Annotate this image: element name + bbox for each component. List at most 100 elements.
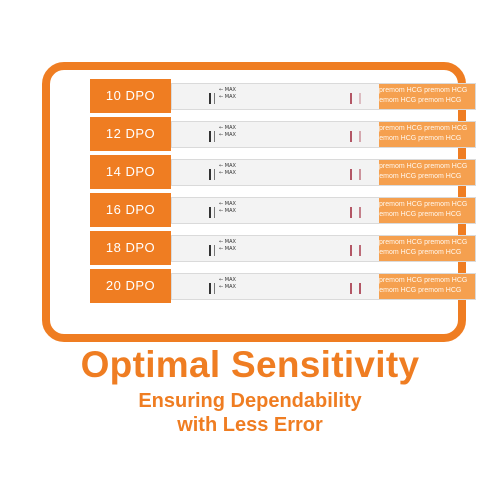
dpo-label-text: 20 DPO — [105, 278, 156, 293]
headline: Optimal Sensitivity — [80, 344, 420, 385]
hcg-text: HCG — [451, 125, 468, 132]
hcg-text: HCG — [445, 135, 462, 142]
test-strip: ← MAX← MAX premom HCG premom HCG premom H… — [171, 197, 476, 224]
subheadline-line-2: with Less Error — [177, 414, 323, 436]
brand-text: premom — [379, 249, 399, 256]
dpo-label-text: 12 DPO — [105, 126, 156, 141]
max-arrows: ← MAX ← MAX — [219, 87, 236, 101]
strip-row: 12 DPO ← MAX← MAX premom HCG premom HCG pr… — [90, 117, 476, 151]
brand-text: premom — [424, 201, 450, 208]
hcg-text: HCG — [451, 163, 468, 170]
control-line — [350, 283, 352, 294]
max-marker-line — [209, 131, 211, 142]
hcg-text: HCG — [406, 277, 423, 284]
arrow-left-icon: ← — [219, 239, 225, 245]
brand-band: premom HCG premom HCG premom HCG premom … — [379, 84, 475, 109]
max-marker-line — [214, 131, 215, 142]
test-strip: ← MAX← MAX premom HCG premom HCG premom H… — [171, 235, 476, 262]
brand-text: premom — [418, 211, 444, 218]
brand-pattern: premom HCG premom HCG — [379, 277, 475, 284]
dpo-label: 12 DPO — [90, 117, 171, 151]
test-line — [359, 245, 361, 256]
max-marker-line — [209, 283, 211, 294]
brand-band: premom HCG premom HCG premom HCG premom … — [379, 236, 475, 261]
arrow-left-icon: ← — [219, 284, 225, 290]
max-label: MAX — [224, 125, 236, 131]
hcg-text: HCG — [400, 287, 417, 294]
max-marker-line — [214, 169, 215, 180]
test-strip: ← MAX← MAX premom HCG premom HCG premom H… — [171, 273, 476, 300]
arrow-left-icon: ← — [219, 208, 225, 214]
dpo-label: 10 DPO — [90, 79, 171, 113]
hcg-text: HCG — [406, 239, 423, 246]
hcg-text: HCG — [400, 97, 417, 104]
arrow-left-icon: ← — [219, 125, 225, 131]
brand-text: premom — [379, 163, 405, 170]
brand-text: premom — [379, 239, 405, 246]
brand-pattern: premom HCG premom HCG — [379, 173, 475, 180]
control-line — [350, 207, 352, 218]
brand-text: premom — [418, 135, 444, 142]
max-arrows: ← MAX ← MAX — [219, 239, 236, 253]
brand-pattern: premom HCG premom HCG — [379, 239, 475, 246]
max-label: MAX — [224, 87, 236, 93]
dpo-label-text: 10 DPO — [105, 88, 156, 103]
brand-pattern: premom HCG premom HCG — [379, 287, 475, 294]
strip-row: 10 DPO ← MAX← MAX premom HCG premom HCG pr… — [90, 79, 476, 113]
brand-band: premom HCG premom HCG premom HCG premom … — [379, 160, 475, 185]
max-arrows: ← MAX ← MAX — [219, 277, 236, 291]
max-label: MAX — [224, 277, 236, 283]
strip-row: 20 DPO ← MAX← MAX premom HCG premom HCG pr… — [90, 269, 476, 303]
arrow-left-icon: ← — [219, 170, 225, 176]
brand-pattern: premom HCG premom HCG — [379, 211, 475, 218]
hcg-text: HCG — [406, 201, 423, 208]
brand-text: premom — [424, 163, 450, 170]
hcg-text: HCG — [400, 211, 417, 218]
brand-band: premom HCG premom HCG premom HCG premom … — [379, 122, 475, 147]
hcg-text: HCG — [406, 125, 423, 132]
control-line — [350, 169, 352, 180]
brand-text: premom — [424, 239, 450, 246]
brand-text: premom — [424, 125, 450, 132]
test-line — [359, 169, 361, 180]
test-line — [359, 131, 361, 142]
dpo-label: 18 DPO — [90, 231, 171, 265]
max-label: MAX — [224, 94, 236, 100]
test-strip: ← MAX← MAX premom HCG premom HCG premom H… — [171, 121, 476, 148]
dpo-label: 14 DPO — [90, 155, 171, 189]
dpo-label-text: 16 DPO — [105, 202, 156, 217]
arrow-left-icon: ← — [219, 163, 225, 169]
max-marker-line — [209, 169, 211, 180]
brand-text: premom — [418, 97, 444, 104]
max-label: MAX — [224, 239, 236, 245]
control-line — [350, 93, 352, 104]
test-strip: ← MAX← MAX premom HCG premom HCG premom H… — [171, 159, 476, 186]
brand-text: premom — [379, 97, 399, 104]
arrow-left-icon: ← — [219, 246, 225, 252]
control-line — [350, 245, 352, 256]
brand-pattern: premom HCG premom HCG — [379, 125, 475, 132]
arrow-left-icon: ← — [219, 132, 225, 138]
strip-row: 16 DPO ← MAX← MAX premom HCG premom HCG pr… — [90, 193, 476, 227]
brand-text: premom — [418, 249, 444, 256]
brand-pattern: premom HCG premom HCG — [379, 163, 475, 170]
max-label: MAX — [224, 163, 236, 169]
brand-text: premom — [424, 87, 450, 94]
control-line — [350, 131, 352, 142]
test-strip: ← MAX← MAX premom HCG premom HCG premom H… — [171, 83, 476, 110]
brand-band: premom HCG premom HCG premom HCG premom … — [379, 198, 475, 223]
hcg-text: HCG — [451, 201, 468, 208]
max-label: MAX — [224, 170, 236, 176]
brand-text: premom — [418, 287, 444, 294]
dpo-label-text: 14 DPO — [105, 164, 156, 179]
test-line — [359, 207, 361, 218]
max-marker-line — [209, 245, 211, 256]
hcg-text: HCG — [451, 239, 468, 246]
subheadline-line-1: Ensuring Dependability — [138, 390, 362, 412]
dpo-label-text: 18 DPO — [105, 240, 156, 255]
max-label: MAX — [224, 208, 236, 214]
hcg-text: HCG — [406, 163, 423, 170]
brand-text: premom — [379, 173, 399, 180]
brand-pattern: premom HCG premom HCG — [379, 201, 475, 208]
max-arrows: ← MAX ← MAX — [219, 163, 236, 177]
